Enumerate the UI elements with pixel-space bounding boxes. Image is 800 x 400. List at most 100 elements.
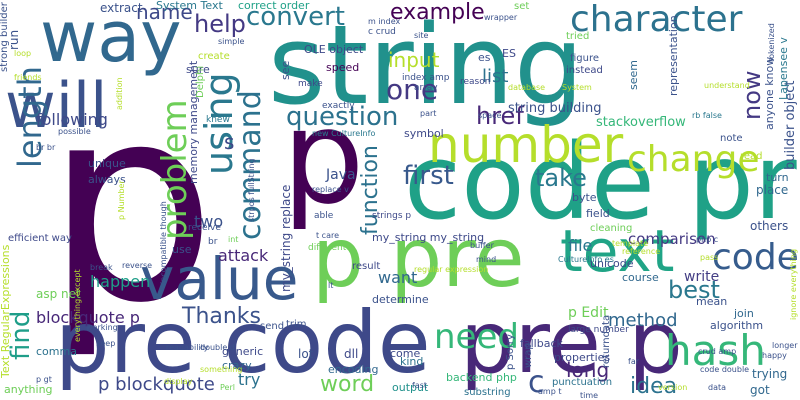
cloud-word: code double	[700, 365, 750, 374]
cloud-word: make	[298, 79, 323, 89]
cloud-word: word	[320, 372, 375, 397]
cloud-word: amp t	[538, 387, 562, 396]
cloud-word: br	[208, 237, 218, 247]
cloud-word: determine	[372, 293, 429, 306]
cloud-word: way	[40, 0, 182, 78]
cloud-word: extract	[100, 1, 143, 15]
cloud-word: part	[420, 109, 437, 118]
cloud-word: strpos fullString	[247, 158, 256, 222]
cloud-word: string building	[508, 101, 602, 116]
cloud-word: fast	[412, 381, 428, 390]
cloud-word: System Text	[156, 0, 223, 12]
cloud-word: field	[586, 207, 610, 220]
cloud-word: punctuation	[552, 377, 613, 388]
cloud-word: CultureInfo es	[558, 255, 614, 264]
cloud-word: pass	[700, 253, 719, 262]
cloud-word: need	[434, 317, 519, 357]
cloud-word: others	[750, 219, 789, 233]
cloud-word: everything except	[73, 269, 82, 342]
cloud-word: hash	[665, 326, 766, 375]
cloud-word: understand	[704, 81, 750, 90]
cloud-word: simple	[218, 37, 245, 46]
cloud-word: array	[414, 83, 438, 93]
cloud-word: correct order	[238, 0, 310, 12]
cloud-word: reverse	[122, 261, 153, 270]
cloud-word: efficient way	[8, 233, 72, 244]
cloud-word: course	[622, 271, 659, 284]
cloud-word: different	[308, 243, 347, 253]
cloud-word: create	[198, 51, 230, 62]
cloud-word: long	[566, 358, 610, 382]
cloud-word: p Sorry	[505, 334, 516, 370]
cloud-word: addition	[115, 77, 124, 110]
cloud-word: friends	[14, 73, 42, 82]
cloud-word: receive	[188, 223, 221, 233]
cloud-word: string	[268, 1, 584, 129]
cloud-word: turn	[766, 171, 789, 184]
cloud-word: reason	[460, 77, 491, 87]
cloud-word: crazy	[222, 359, 252, 372]
cloud-word: space	[478, 111, 502, 120]
cloud-word: representation	[667, 15, 680, 96]
cloud-word: replace v	[312, 185, 349, 194]
cloud-word: blockquote p	[36, 308, 140, 327]
cloud-word: readability	[166, 343, 209, 352]
cloud-word: happen	[90, 272, 151, 291]
cloud-word: backend php	[446, 371, 517, 384]
cloud-word: got	[750, 383, 770, 397]
cloud-word: number	[428, 116, 624, 174]
cloud-word: trim	[286, 319, 307, 330]
cloud-word: Perl	[220, 383, 235, 392]
cloud-word: send	[260, 321, 285, 332]
cloud-word: p Edit	[568, 305, 609, 321]
cloud-word: working	[86, 323, 118, 332]
cloud-word: php c	[696, 235, 719, 244]
cloud-word: one	[386, 73, 439, 106]
cloud-word: wrap	[523, 343, 534, 368]
cloud-word: instead	[566, 65, 603, 76]
cloud-word: p Number	[117, 180, 126, 220]
cloud-word: exactly	[322, 101, 355, 111]
cloud-word: Java	[326, 167, 356, 183]
cloud-word: take	[535, 164, 587, 192]
cloud-word: attack	[218, 246, 269, 265]
cloud-word: join	[734, 307, 754, 320]
cloud-word: symbol	[404, 127, 444, 140]
cloud-word: buffer	[470, 241, 494, 250]
cloud-word: incompatible though	[159, 201, 168, 284]
cloud-word: will	[5, 69, 108, 142]
cloud-word: result	[352, 261, 381, 272]
cloud-word: byte	[572, 191, 597, 204]
cloud-word: comparison	[628, 230, 716, 248]
cloud-word: site	[414, 31, 429, 40]
cloud-word: sure	[186, 63, 210, 76]
cloud-word: unicode	[590, 257, 634, 270]
cloud-word: first	[403, 161, 454, 191]
cloud-word: far	[628, 357, 640, 366]
cloud-word: now	[738, 70, 766, 120]
cloud-word: dll	[344, 347, 359, 361]
cloud-word: kind	[400, 355, 424, 368]
cloud-word: set	[514, 1, 530, 12]
cloud-word: keep	[96, 339, 116, 348]
cloud-word: es	[478, 51, 491, 64]
cloud-word: place	[756, 183, 789, 197]
cloud-word: want	[378, 268, 418, 287]
cloud-word: my_string my_string	[372, 231, 485, 244]
cloud-word: file	[568, 236, 593, 255]
cloud-word: strings p	[372, 211, 412, 221]
cloud-word: strong builder	[0, 2, 10, 72]
cloud-word: character	[570, 0, 743, 40]
cloud-word: c crud	[368, 27, 396, 37]
cloud-word: read	[740, 151, 763, 162]
cloud-word: new CultureInfo	[312, 129, 376, 138]
cloud-word: write	[684, 269, 720, 285]
cloud-word: p pre	[312, 211, 525, 306]
cloud-word: substring	[464, 387, 511, 398]
cloud-word: regular expression	[414, 265, 489, 274]
cloud-word: returndata	[601, 314, 612, 368]
cloud-word: change	[627, 139, 760, 180]
cloud-word: lt	[328, 281, 334, 290]
cloud-word: cleaning	[590, 223, 633, 234]
